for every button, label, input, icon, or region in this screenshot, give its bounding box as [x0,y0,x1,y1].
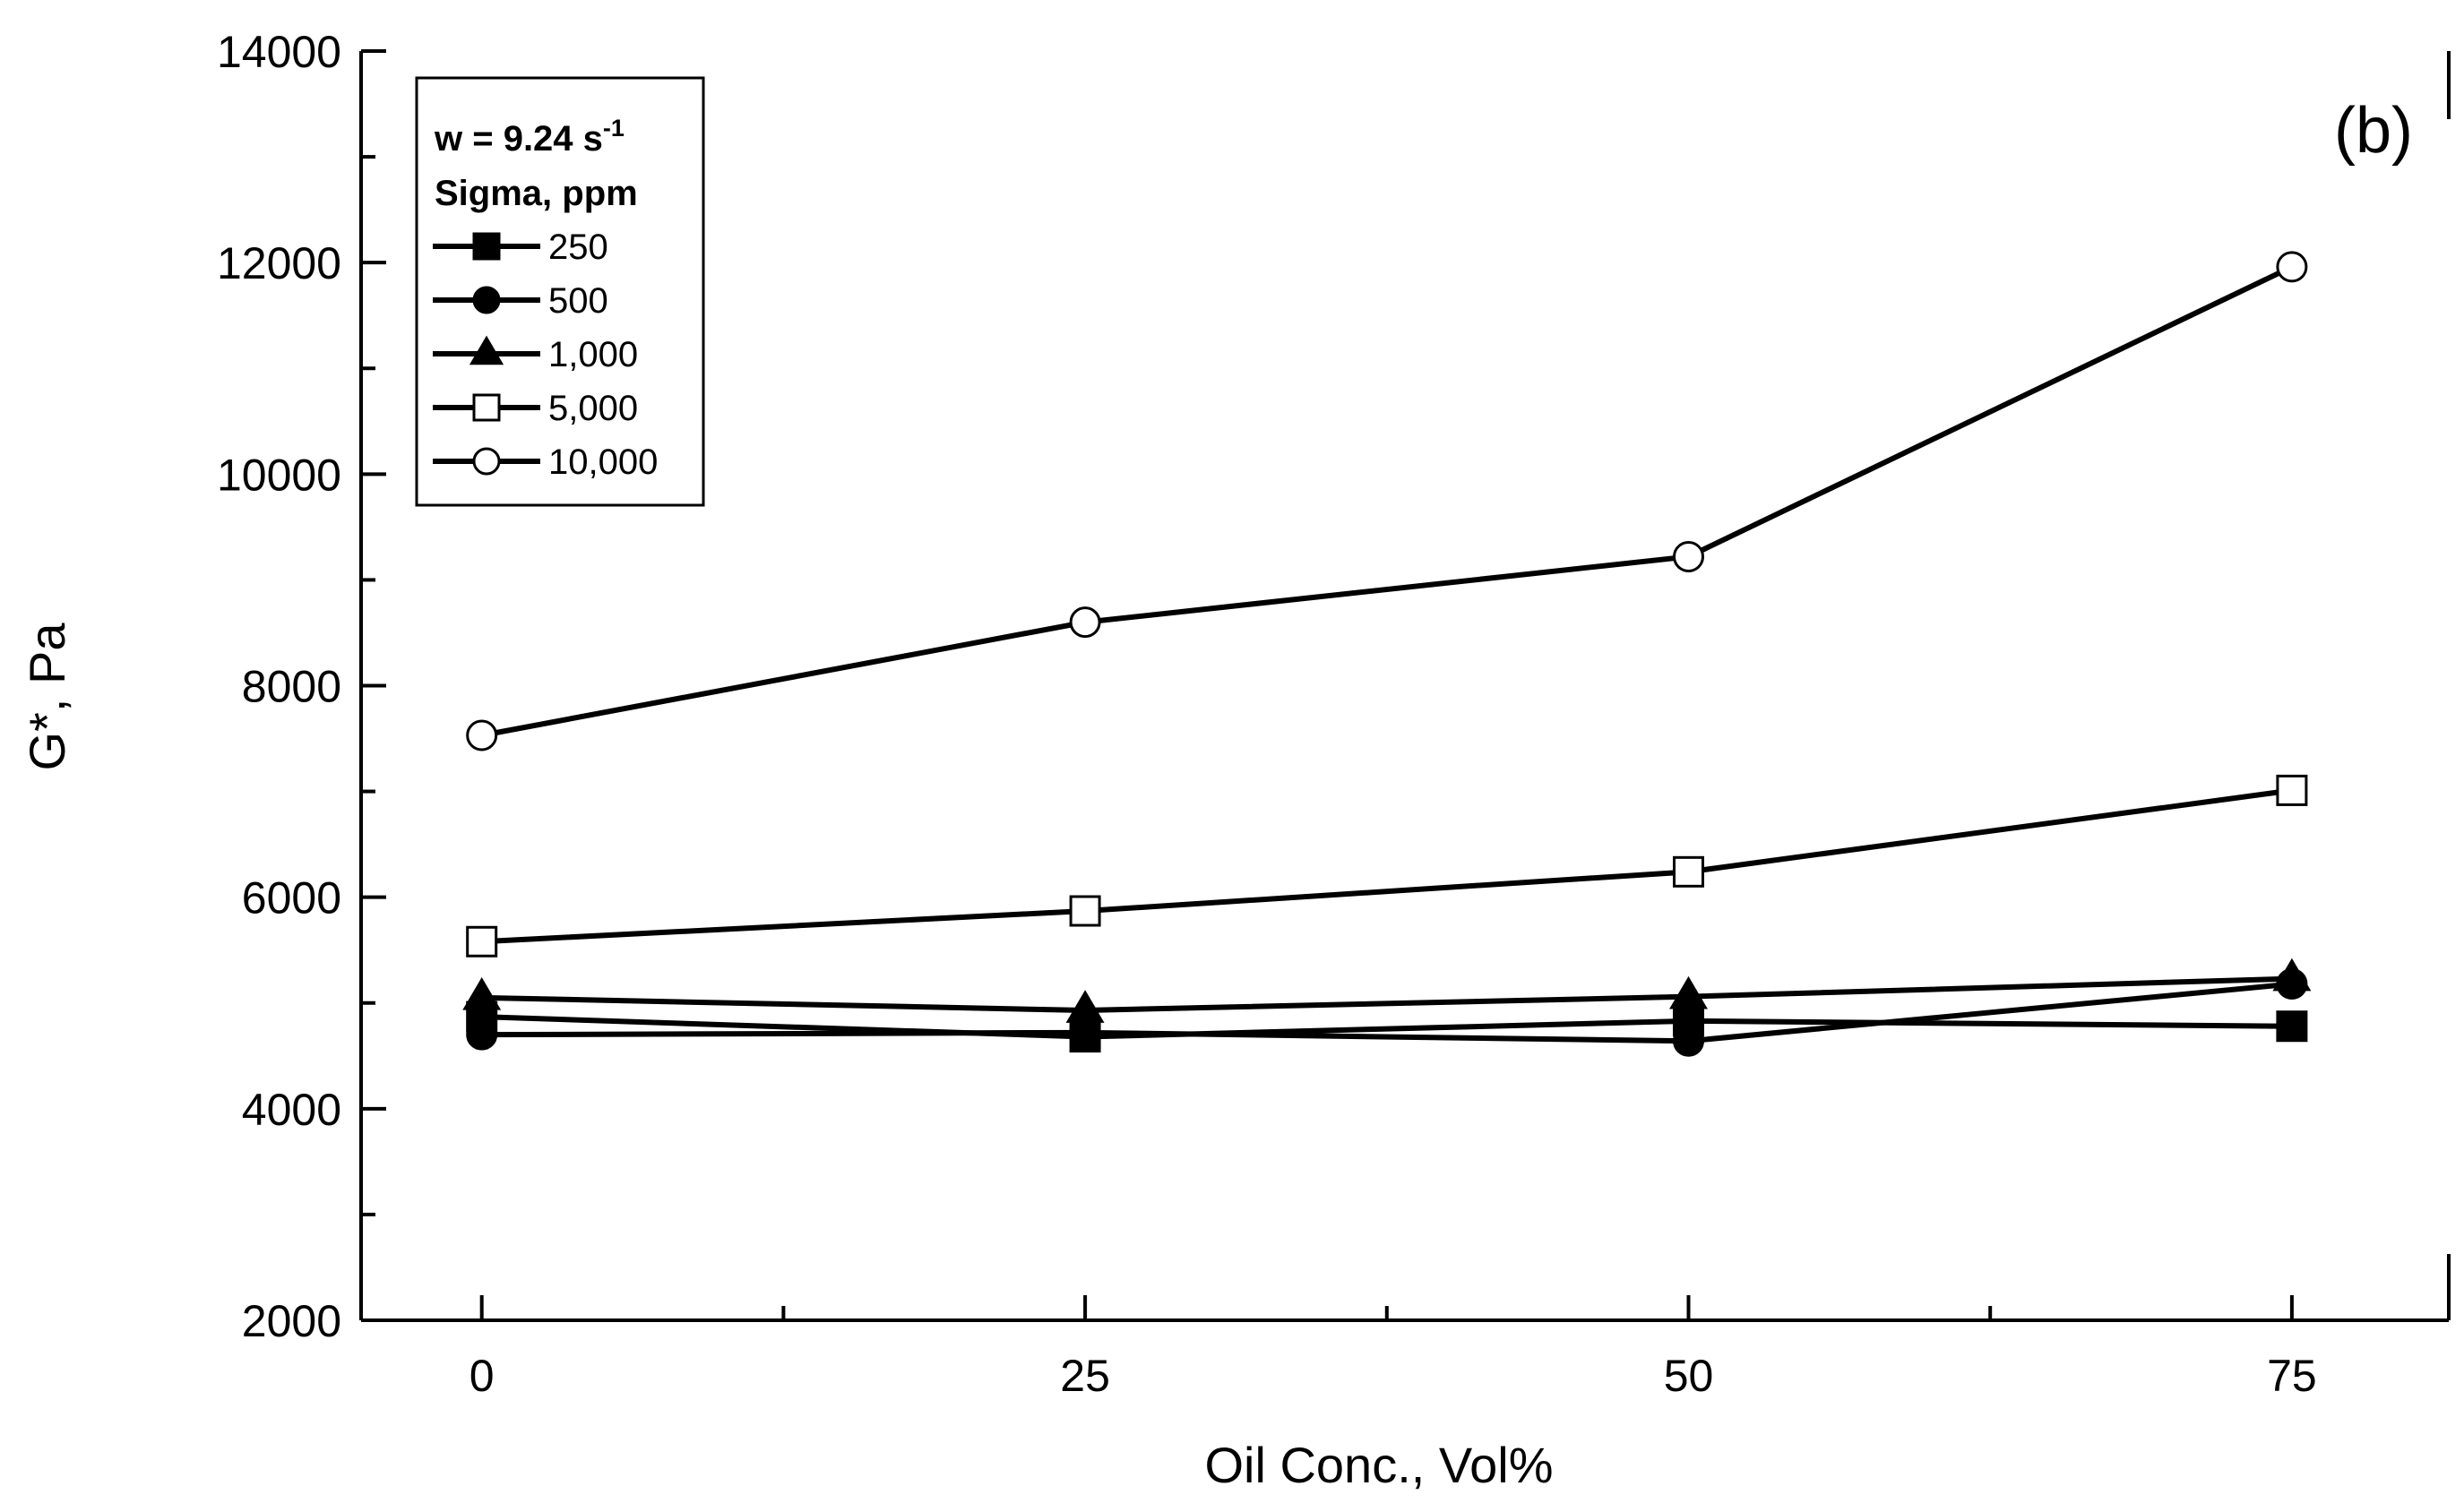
legend-entry: 5,000 [433,389,638,428]
series-5000 [466,774,2308,958]
data-point [462,977,502,1010]
x-axis-title: Oil Conc., Vol% [1204,1437,1553,1493]
data-point [1673,540,1705,572]
x-tick-label: 50 [1664,1351,1714,1401]
legend-marker [472,232,501,261]
x-tick-label: 25 [1060,1351,1110,1401]
legend-marker [472,286,501,314]
data-point [1065,990,1105,1023]
y-tick-label: 4000 [242,1085,341,1135]
series-line [481,981,2293,1044]
legend-entry: 500 [433,281,608,321]
data-point [466,925,498,958]
legend-label: 250 [548,228,608,267]
series-line [481,1014,2292,1040]
y-tick-label: 12000 [217,238,341,288]
data-point [1673,855,1705,888]
legend-entry: 250 [433,228,608,267]
legend-label: 1,000 [548,335,638,374]
y-tick-label: 8000 [242,662,341,712]
series-10000 [466,251,2308,752]
y-tick-label: 2000 [242,1296,341,1346]
legend-label: 10,000 [548,442,658,482]
data-point [1069,895,1101,927]
data-point [1669,975,1708,1009]
legend-items: 250 500 1,000 5,000 10,000 [433,228,658,482]
y-axis-ticks: 2000 4000 6000 8000 10000 12000 14000 [217,27,386,1346]
series-line [481,975,2293,1014]
data-point [2276,251,2308,283]
data-point [1673,1025,1705,1057]
y-axis-title: G*, Pa [19,623,75,771]
y-tick-label: 6000 [242,873,341,923]
data-point [466,1018,498,1051]
legend-label: 5,000 [548,389,638,428]
legend-box [415,76,705,507]
legend-marker [472,393,501,422]
legend-entry: 10,000 [433,442,658,482]
x-tick-label: 0 [470,1351,495,1401]
legend-marker [472,447,501,476]
legend-entry: 1,000 [433,335,638,374]
data-point [466,719,498,752]
legend-title-line2: Sigma, ppm [435,174,638,213]
legend-marker [469,335,504,365]
series-line [481,787,2293,945]
series-line [481,264,2294,738]
panel-label: (b) [2334,95,2413,167]
legend-title-superscript: -1 [603,115,625,142]
x-tick-label: 75 [2267,1351,2317,1401]
data-point [2272,958,2312,992]
data-point [2276,1010,2308,1043]
y-tick-label: 14000 [217,27,341,77]
legend-label: 500 [548,281,608,321]
data-point [2276,774,2308,806]
series-1000 [462,958,2312,1023]
series-layer [462,251,2312,1057]
data-point [1069,606,1101,639]
series-500 [466,967,2308,1057]
legend-title-line1: w = 9.24 s-1 [434,115,625,159]
y-tick-label: 10000 [217,450,341,500]
legend: w = 9.24 s-1 Sigma, ppm 250 500 1,000 5,000… [415,76,705,507]
x-axis-ticks: 0 25 50 75 [470,1295,2317,1401]
